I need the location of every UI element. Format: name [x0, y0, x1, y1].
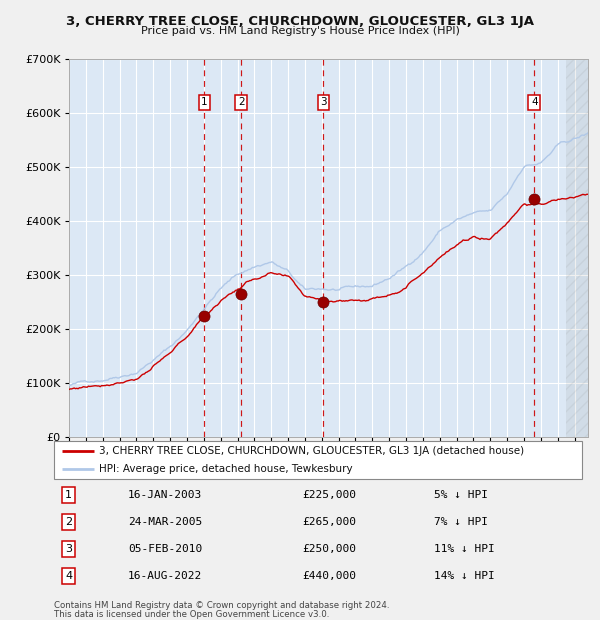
- Text: 2: 2: [238, 97, 245, 107]
- Text: £440,000: £440,000: [302, 571, 356, 581]
- Text: 5% ↓ HPI: 5% ↓ HPI: [434, 490, 488, 500]
- Text: 14% ↓ HPI: 14% ↓ HPI: [434, 571, 495, 581]
- Text: 4: 4: [65, 571, 73, 581]
- Text: 4: 4: [531, 97, 538, 107]
- Text: 1: 1: [201, 97, 208, 107]
- Text: 7% ↓ HPI: 7% ↓ HPI: [434, 517, 488, 527]
- Text: This data is licensed under the Open Government Licence v3.0.: This data is licensed under the Open Gov…: [54, 610, 329, 619]
- Text: £265,000: £265,000: [302, 517, 356, 527]
- Text: 3, CHERRY TREE CLOSE, CHURCHDOWN, GLOUCESTER, GL3 1JA: 3, CHERRY TREE CLOSE, CHURCHDOWN, GLOUCE…: [66, 16, 534, 29]
- Text: 2: 2: [65, 517, 73, 527]
- Text: 3: 3: [320, 97, 327, 107]
- Text: 05-FEB-2010: 05-FEB-2010: [128, 544, 202, 554]
- Text: 16-JAN-2003: 16-JAN-2003: [128, 490, 202, 500]
- Text: 3: 3: [65, 544, 72, 554]
- Text: £225,000: £225,000: [302, 490, 356, 500]
- Text: 3, CHERRY TREE CLOSE, CHURCHDOWN, GLOUCESTER, GL3 1JA (detached house): 3, CHERRY TREE CLOSE, CHURCHDOWN, GLOUCE…: [99, 446, 524, 456]
- Text: Contains HM Land Registry data © Crown copyright and database right 2024.: Contains HM Land Registry data © Crown c…: [54, 601, 389, 611]
- Text: £250,000: £250,000: [302, 544, 356, 554]
- Text: 24-MAR-2005: 24-MAR-2005: [128, 517, 202, 527]
- Text: 16-AUG-2022: 16-AUG-2022: [128, 571, 202, 581]
- Text: Price paid vs. HM Land Registry's House Price Index (HPI): Price paid vs. HM Land Registry's House …: [140, 26, 460, 36]
- Bar: [566, 59, 588, 437]
- Text: 1: 1: [65, 490, 72, 500]
- Text: 11% ↓ HPI: 11% ↓ HPI: [434, 544, 495, 554]
- FancyBboxPatch shape: [54, 441, 582, 479]
- Text: HPI: Average price, detached house, Tewkesbury: HPI: Average price, detached house, Tewk…: [99, 464, 353, 474]
